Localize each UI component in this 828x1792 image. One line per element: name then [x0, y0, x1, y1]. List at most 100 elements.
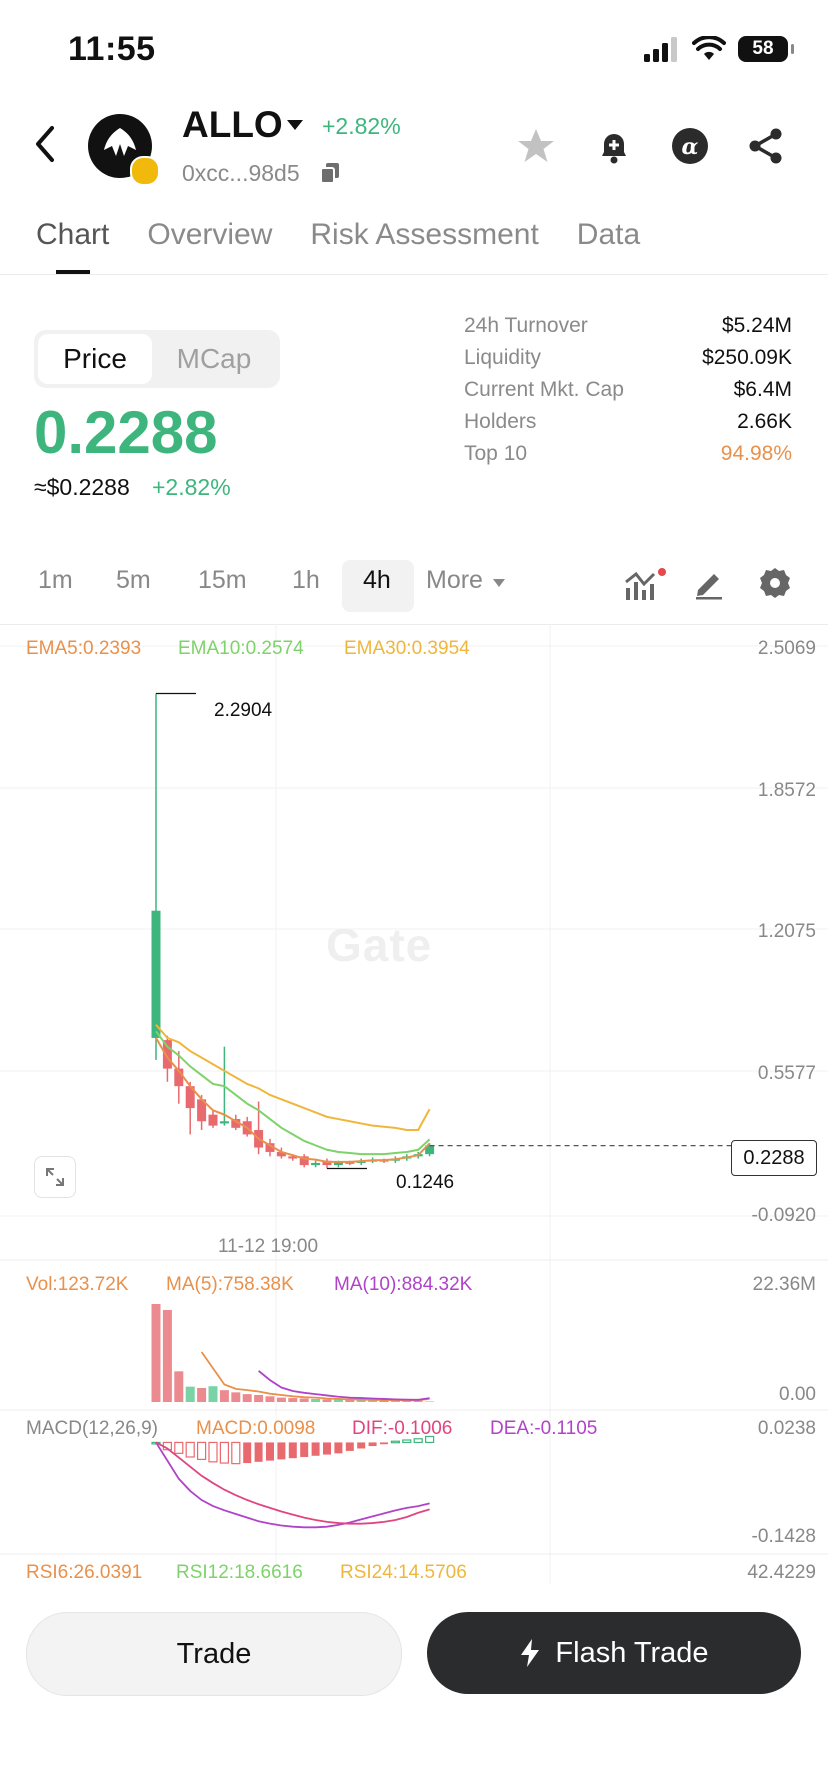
macd-bar: [380, 1442, 388, 1445]
timeframe-5m[interactable]: 5m: [116, 566, 151, 594]
volume-bar: [162, 1309, 172, 1402]
status-icons: 58: [644, 36, 794, 62]
share-icon[interactable]: [746, 126, 786, 166]
volume-label: Vol:123.72K: [26, 1274, 129, 1295]
star-icon[interactable]: [516, 126, 556, 166]
price-axis-tick: 1.2075: [757, 921, 816, 942]
rsi12-label: RSI12:18.6616: [176, 1562, 303, 1583]
tab-overview[interactable]: Overview: [147, 218, 273, 251]
token-change: +2.82%: [322, 113, 401, 139]
price-axis-tick: 1.8572: [757, 780, 816, 801]
volume-bar: [390, 1400, 400, 1402]
macd-title: MACD(12,26,9): [26, 1418, 158, 1439]
token-address: 0xcc...98d5: [182, 160, 300, 186]
timeframe-1h[interactable]: 1h: [292, 566, 320, 594]
flash-trade-button[interactable]: Flash Trade: [427, 1612, 801, 1694]
volume-bar: [322, 1399, 332, 1402]
stat-value: $6.4M: [733, 378, 792, 401]
flash-trade-label: Flash Trade: [555, 1636, 709, 1669]
volume-bar: [219, 1390, 229, 1402]
bell-add-icon[interactable]: [594, 126, 634, 166]
volume-bar: [368, 1400, 378, 1402]
macd-bar: [243, 1442, 252, 1464]
token-name[interactable]: ALLO: [182, 104, 283, 145]
volume-bar: [356, 1400, 366, 1402]
stat-label: Current Mkt. Cap: [464, 378, 624, 401]
volume-bar: [208, 1386, 218, 1402]
dropdown-caret-icon[interactable]: [286, 118, 304, 132]
macd-dif-line: [155, 1441, 430, 1529]
candle-body: [276, 1151, 286, 1157]
candle-body: [162, 1040, 172, 1069]
tab-chart[interactable]: Chart: [36, 218, 110, 251]
indicator-lines: [155, 1024, 431, 1529]
rsi6-label: RSI6:26.0391: [26, 1562, 143, 1583]
volume-bar: [288, 1398, 298, 1402]
candle-body: [322, 1160, 332, 1166]
ema30-label: EMA30:0.3954: [344, 638, 470, 659]
macd-bar: [208, 1441, 218, 1463]
wifi-icon: [692, 36, 726, 60]
copy-icon[interactable]: [320, 162, 340, 184]
back-arrow-icon[interactable]: [30, 124, 60, 164]
macd-bar: [288, 1442, 297, 1459]
macd-value-label: MACD:0.0098: [196, 1418, 316, 1439]
volume-bar: [276, 1397, 286, 1402]
macd-axis-tick: 0.0238: [757, 1418, 816, 1439]
candle-body: [299, 1156, 309, 1166]
macd-bar: [357, 1442, 366, 1449]
expand-chart-button[interactable]: [34, 1156, 76, 1198]
candle-body: [219, 1121, 229, 1124]
volume-ma10-line: [258, 1370, 430, 1401]
volume-bar: [151, 1304, 161, 1402]
macd-bar: [413, 1438, 423, 1444]
ema30-line: [155, 1024, 431, 1132]
toggle-mcap[interactable]: MCap: [176, 343, 252, 374]
stat-label: Holders: [464, 410, 537, 433]
token-logo: [88, 114, 160, 186]
macd-histogram: [151, 1435, 435, 1465]
candle-body: [174, 1068, 184, 1087]
timeframe-more[interactable]: More: [426, 566, 483, 594]
timeframe-1m[interactable]: 1m: [38, 566, 73, 594]
macd-bar: [390, 1440, 400, 1444]
status-time: 11:55: [68, 30, 156, 68]
candle-body: [151, 910, 161, 1038]
settings-gear-icon[interactable]: [758, 566, 792, 600]
macd-bar: [334, 1442, 343, 1454]
chain-badge-icon: [130, 156, 160, 186]
volume-bar: [265, 1396, 275, 1402]
candle-body: [333, 1161, 343, 1166]
ema5-line: [155, 1037, 431, 1163]
timeframe-4h[interactable]: 4h: [363, 566, 391, 594]
macd-bar: [300, 1442, 309, 1457]
stat-value: $250.09K: [702, 346, 792, 369]
rsi-axis-tick: 42.4229: [747, 1562, 816, 1583]
macd-bar: [277, 1442, 286, 1460]
volume-ma5-label: MA(5):758.38K: [166, 1274, 294, 1295]
timeframe-15m[interactable]: 15m: [198, 566, 247, 594]
volume-bars: [151, 1304, 435, 1402]
price-axis-tick: 2.5069: [757, 638, 816, 659]
more-caret-icon[interactable]: [492, 578, 506, 588]
chart-top-divider: [0, 624, 828, 625]
trade-button[interactable]: Trade: [26, 1612, 402, 1696]
macd-bar: [368, 1442, 377, 1447]
macd-bar: [402, 1439, 412, 1444]
volume-bar: [425, 1401, 435, 1402]
macd-bar: [345, 1442, 354, 1451]
alpha-icon[interactable]: α: [670, 126, 710, 166]
candlestick-chart[interactable]: [0, 624, 828, 1584]
toggle-price[interactable]: Price: [38, 334, 152, 384]
tab-risk-assessment[interactable]: Risk Assessment: [310, 218, 539, 251]
indicators-icon[interactable]: [624, 566, 666, 602]
stat-row-top10: Top 10 94.98%: [464, 442, 792, 466]
draw-pen-icon[interactable]: [692, 566, 726, 600]
low-price-label: 0.1246: [396, 1172, 455, 1193]
tab-data[interactable]: Data: [576, 218, 641, 251]
lightning-icon: [521, 1639, 540, 1667]
battery-indicator: 58: [738, 36, 794, 62]
candle-body: [208, 1114, 218, 1126]
volume-bar: [242, 1394, 252, 1402]
volume-bar: [402, 1400, 412, 1402]
